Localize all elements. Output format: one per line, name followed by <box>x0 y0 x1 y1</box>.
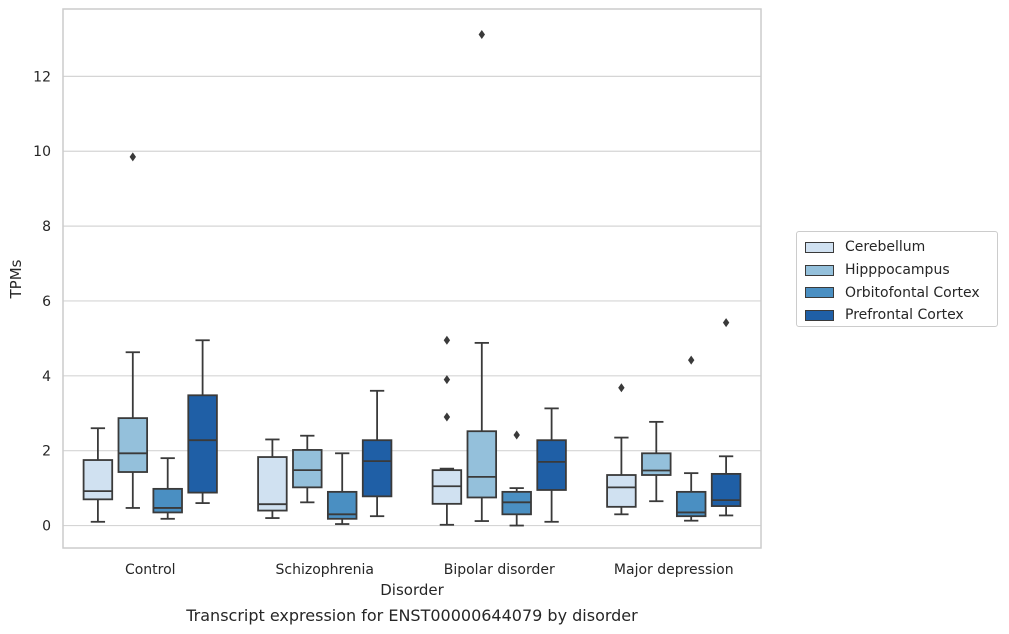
box-iqr <box>536 439 567 491</box>
legend-label: Hipppocampus <box>845 262 950 279</box>
legend: Cerebellum Hipppocampus Orbitofontal Corte… <box>796 231 998 327</box>
box-0-3 <box>606 383 637 516</box>
legend-swatch <box>805 264 834 276</box>
y-tick-label: 4 <box>42 369 51 385</box>
x-tick-label: Control <box>125 562 176 578</box>
y-tick-label: 8 <box>42 219 51 235</box>
box-2-3 <box>675 355 707 522</box>
boxes <box>82 29 742 527</box>
box-1-3 <box>641 420 672 503</box>
outlier-point <box>129 152 136 162</box>
box-iqr <box>361 439 393 498</box>
box-iqr <box>257 456 288 512</box>
plot-area-frame <box>62 8 762 549</box>
box-0-0 <box>82 427 114 523</box>
figure-caption: Transcript expression for ENST0000064407… <box>186 606 638 625</box>
y-tick-label: 2 <box>42 444 51 460</box>
x-tick-label: Major depression <box>614 562 734 578</box>
box-iqr <box>710 472 742 507</box>
legend-item: Prefrontal Cortex <box>805 304 997 327</box>
y-tick-label: 12 <box>33 69 51 85</box>
y-tick-label: 0 <box>42 519 51 535</box>
x-axis-label: Disorder <box>380 581 444 599</box>
box-iqr <box>152 487 183 514</box>
box-2-2 <box>501 430 532 527</box>
box-iqr <box>117 417 149 473</box>
box-1-0 <box>117 152 149 509</box>
legend-label: Prefrontal Cortex <box>845 307 964 324</box>
box-0-2 <box>431 335 463 526</box>
outlier-point <box>443 375 451 385</box>
outlier-point <box>688 355 695 365</box>
legend-item: Orbitofontal Cortex <box>805 281 997 304</box>
legend-item: Hipppocampus <box>805 259 997 282</box>
box-iqr <box>466 430 498 499</box>
outlier-point <box>722 318 730 328</box>
box-1-2 <box>466 29 498 522</box>
box-iqr <box>641 452 672 476</box>
y-tick-labels: 0 2 4 6 8 10 12 <box>33 69 51 534</box>
outlier-point <box>478 29 485 39</box>
legend-swatch <box>805 287 834 299</box>
outlier-point <box>618 383 625 393</box>
box-3-2 <box>536 407 567 523</box>
legend-swatch <box>805 309 834 321</box>
outlier-point <box>443 412 451 422</box>
box-0-1 <box>257 438 288 519</box>
y-tick-label: 10 <box>33 144 51 160</box>
box-1-1 <box>292 434 323 504</box>
outlier-point <box>443 335 451 345</box>
box-2-0 <box>152 457 183 520</box>
legend-swatch <box>805 241 834 253</box>
outlier-point <box>513 430 520 440</box>
box-iqr <box>606 474 637 508</box>
y-tick-label: 6 <box>42 294 51 310</box>
box-3-0 <box>187 339 218 504</box>
gridlines <box>63 75 761 527</box>
y-axis-label: TPMs <box>7 259 25 299</box>
legend-item: Cerebellum <box>805 236 997 259</box>
x-tick-labels: Control Schizophrenia Bipolar disorder Majo… <box>125 562 734 578</box>
legend-label: Orbitofontal Cortex <box>845 284 980 301</box>
box-iqr <box>187 394 218 494</box>
box-3-3 <box>710 318 742 517</box>
box-iqr <box>292 449 323 489</box>
x-tick-label: Schizophrenia <box>276 562 374 578</box>
legend-label: Cerebellum <box>845 239 926 256</box>
box-iqr <box>82 459 114 501</box>
x-tick-label: Bipolar disorder <box>444 562 555 578</box>
box-2-1 <box>326 452 358 525</box>
box-3-1 <box>361 389 393 518</box>
